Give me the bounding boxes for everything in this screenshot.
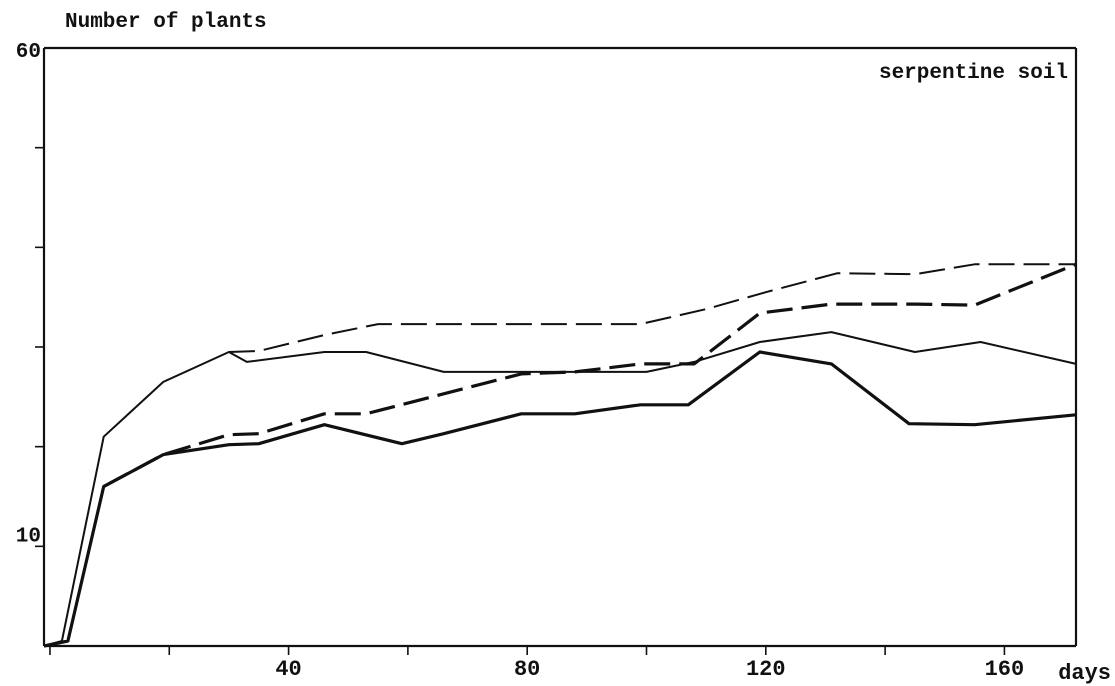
y-axis-title: Number of plants: [65, 11, 267, 34]
series-line-2-solid-thick: [43, 350, 1077, 648]
x-axis-title: days: [1058, 661, 1111, 686]
tick-labels-group: 40 80 120 160 10 60: [16, 41, 1024, 682]
y-tick-label: 10: [16, 525, 41, 548]
x-tick-label: 80: [514, 657, 540, 682]
x-tick-label: 160: [985, 657, 1025, 682]
series-group: [43, 262, 1077, 648]
serpentine-soil-annotation: serpentine soil: [879, 62, 1068, 85]
series-line-4-dashed-thick: [102, 262, 1077, 488]
tick-marks-group: [35, 146, 1006, 655]
series-line-1-solid-thin: [43, 331, 1077, 647]
plot-frame-group: [42, 46, 1078, 648]
x-tick-label: 120: [746, 657, 786, 682]
x-tick-label: 40: [275, 657, 301, 682]
series-line-3-dashed-thin: [228, 263, 1076, 353]
y-tick-label: 60: [16, 41, 41, 64]
